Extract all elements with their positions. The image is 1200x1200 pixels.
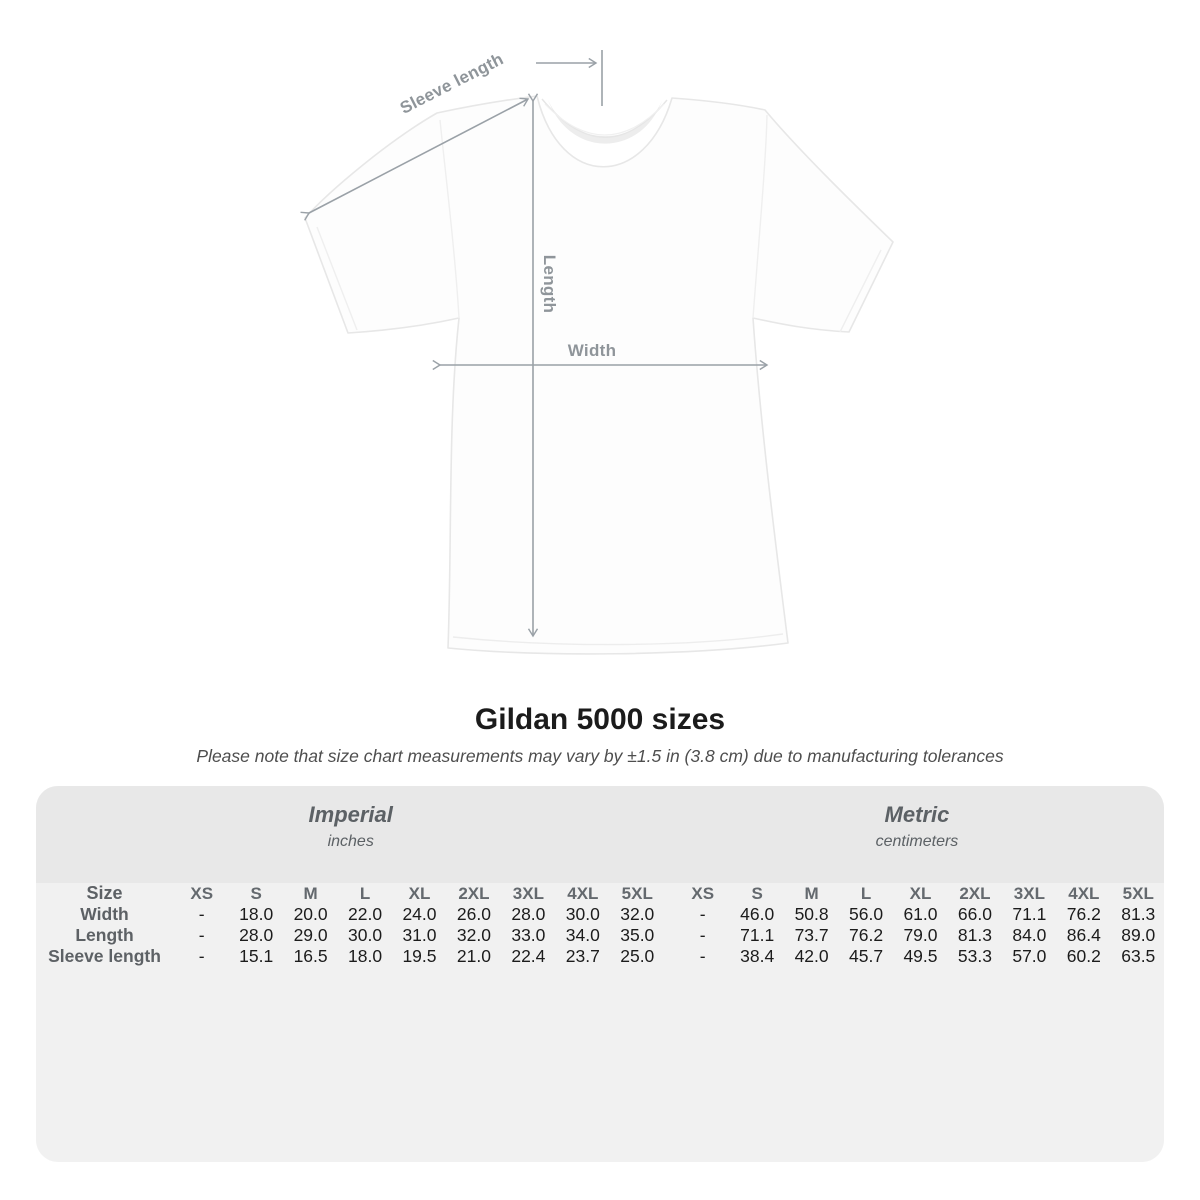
value-cell: 34.0 [565,925,600,945]
metric-header: Metric centimeters [876,800,959,854]
value-cell: 38.4 [740,946,775,966]
value-cell: 50.8 [794,904,829,924]
value-cell: 60.2 [1066,946,1101,966]
value-cell: - [198,904,205,924]
metric-label: Metric [884,802,950,827]
group-divider [666,904,674,925]
value-cell: 32.0 [456,925,491,945]
value-cell: 31.0 [402,925,437,945]
sleeve-length-arrow [300,97,530,221]
width-label: Width [567,341,617,360]
size-header: M [804,883,819,903]
row-label-sleeve-length: Sleeve length [48,946,161,966]
measurement-arrows [300,50,769,638]
size-header: XS [190,883,214,903]
value-cell: 71.1 [740,925,775,945]
value-cell: 22.4 [511,946,546,966]
size-column-header: Size [86,883,123,903]
value-cell: 25.0 [620,946,655,966]
value-cell: - [699,904,706,924]
value-cell: - [699,925,706,945]
value-cell: 32.0 [620,904,655,924]
value-cell: 21.0 [456,946,491,966]
value-cell: 66.0 [957,904,992,924]
value-cell: 24.0 [402,904,437,924]
value-cell: - [699,946,706,966]
tshirt-measurement-diagram: Sleeve length Length Width [300,49,894,655]
size-header: S [250,883,262,903]
size-header: L [359,883,371,903]
value-cell: 46.0 [740,904,775,924]
value-cell: 42.0 [794,946,829,966]
group-divider [666,883,674,904]
size-header: M [303,883,318,903]
value-cell: 89.0 [1121,925,1156,945]
page-title: Gildan 5000 sizes [474,703,726,736]
value-cell: 76.2 [1066,904,1101,924]
length-label: Length [540,254,559,314]
imperial-unit: inches [327,833,374,850]
size-header: XL [909,883,932,903]
value-cell: 56.0 [849,904,884,924]
value-cell: 23.7 [565,946,600,966]
value-cell: 61.0 [903,904,938,924]
value-cell: 28.0 [239,925,274,945]
imperial-label: Imperial [308,802,393,827]
size-header: 3XL [512,883,544,903]
value-cell: 73.7 [794,925,829,945]
imperial-header: Imperial inches [309,800,393,854]
tshirt-illustration [300,50,894,655]
value-cell: 76.2 [849,925,884,945]
value-cell: 63.5 [1121,946,1156,966]
size-header: 4XL [1068,883,1100,903]
size-chart-card: Imperial inches Metric centimeters Size … [36,786,1164,1162]
value-cell: 18.0 [348,946,383,966]
value-cell: 22.0 [348,904,383,924]
value-cell: 81.3 [957,925,992,945]
value-cell: 45.7 [849,946,884,966]
size-header: XS [691,883,715,903]
value-cell: 53.3 [957,946,992,966]
size-header: 2XL [458,883,490,903]
value-cell: 86.4 [1066,925,1101,945]
size-header: L [860,883,872,903]
size-header: 5XL [1122,883,1154,903]
row-label-width: Width [80,904,129,924]
value-cell: 71.1 [1012,904,1047,924]
value-cell: 79.0 [903,925,938,945]
value-cell: 33.0 [511,925,546,945]
value-cell: 19.5 [402,946,437,966]
value-cell: 49.5 [903,946,938,966]
value-cell: 18.0 [239,904,274,924]
group-divider [666,925,674,946]
group-divider [666,946,674,967]
value-cell: 26.0 [456,904,491,924]
size-header: 4XL [567,883,599,903]
value-cell: 20.0 [293,904,328,924]
value-cell: 15.1 [239,946,274,966]
value-cell: - [198,925,205,945]
value-cell: 84.0 [1012,925,1047,945]
value-cell: - [198,946,205,966]
value-cell: 35.0 [620,925,655,945]
row-label-length: Length [75,925,134,945]
size-header: 2XL [959,883,991,903]
size-header: XL [408,883,431,903]
value-cell: 30.0 [348,925,383,945]
metric-unit: centimeters [875,833,959,850]
value-cell: 16.5 [293,946,328,966]
value-cell: 57.0 [1012,946,1047,966]
value-cell: 81.3 [1121,904,1156,924]
size-header: 5XL [621,883,653,903]
size-header: 3XL [1013,883,1045,903]
size-table: Size XS S M L XL 2XL 3XL 4XL 5XL XS S M … [36,883,1164,967]
value-cell: 28.0 [511,904,546,924]
value-cell: 30.0 [565,904,600,924]
tolerance-note: Please note that size chart measurements… [196,746,1004,766]
size-header: S [751,883,763,903]
tshirt-shape [304,95,894,655]
unit-header-band: Imperial inches Metric centimeters [36,786,1164,883]
value-cell: 29.0 [293,925,328,945]
